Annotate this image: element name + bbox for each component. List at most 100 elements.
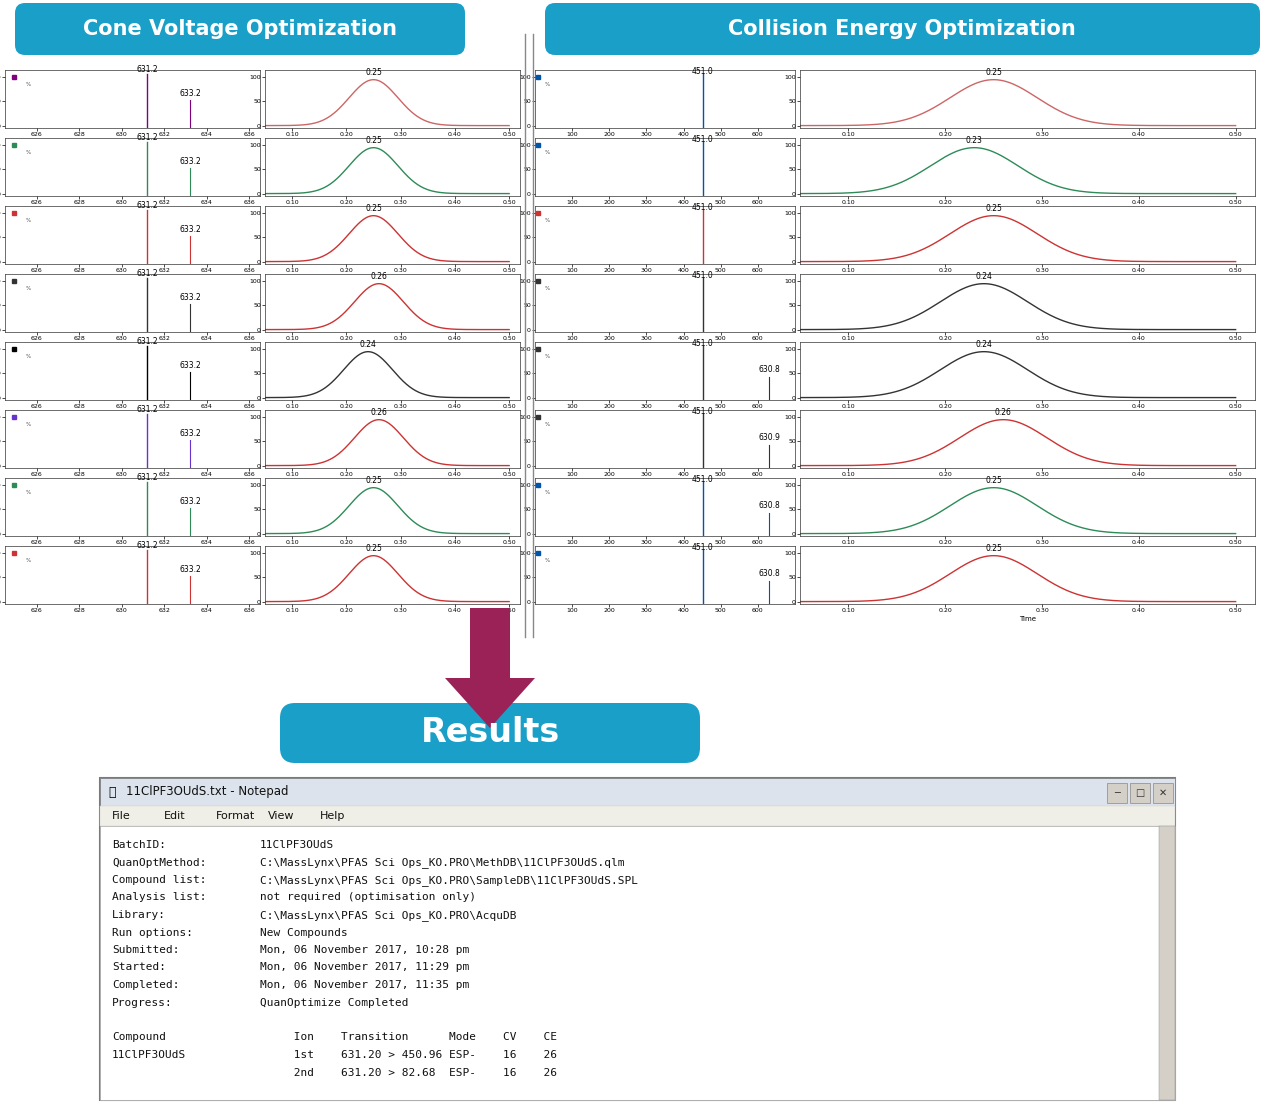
- Text: Mon, 06 November 2017, 10:28 pm: Mon, 06 November 2017, 10:28 pm: [260, 945, 470, 955]
- Text: 0.25: 0.25: [986, 205, 1002, 214]
- FancyBboxPatch shape: [15, 3, 465, 55]
- FancyBboxPatch shape: [100, 826, 1175, 1100]
- FancyBboxPatch shape: [1158, 826, 1175, 1100]
- Text: 633.2: 633.2: [179, 360, 201, 370]
- FancyBboxPatch shape: [100, 806, 1175, 826]
- Text: 0.25: 0.25: [365, 136, 381, 145]
- Text: 11ClPF3OUdS: 11ClPF3OUdS: [113, 1050, 187, 1060]
- Text: m/z: m/z: [282, 597, 293, 601]
- Text: %: %: [27, 354, 32, 359]
- Text: m/z: m/z: [282, 257, 293, 262]
- Text: 631.2: 631.2: [137, 133, 159, 142]
- Text: 630.9: 630.9: [758, 434, 781, 443]
- Text: 631.2: 631.2: [137, 337, 159, 345]
- Text: m/z: m/z: [806, 189, 818, 193]
- FancyBboxPatch shape: [280, 703, 700, 762]
- Text: %: %: [27, 421, 32, 427]
- Text: 633.2: 633.2: [179, 565, 201, 574]
- Text: QuanOptMethod:: QuanOptMethod:: [113, 858, 206, 868]
- FancyBboxPatch shape: [1153, 783, 1172, 803]
- Text: Collision Energy Optimization: Collision Energy Optimization: [728, 19, 1076, 39]
- Text: 631.2: 631.2: [137, 405, 159, 414]
- Text: 0.26: 0.26: [370, 273, 388, 282]
- Text: %: %: [27, 150, 32, 155]
- Text: Compound list:: Compound list:: [113, 875, 206, 885]
- Text: □: □: [1135, 788, 1144, 798]
- Text: Compound: Compound: [113, 1033, 166, 1042]
- Text: 631.2: 631.2: [137, 541, 159, 550]
- Text: 451.0: 451.0: [691, 475, 713, 484]
- Text: QuanOptimize Completed: QuanOptimize Completed: [260, 997, 408, 1007]
- Text: 451.0: 451.0: [691, 543, 713, 552]
- Text: C:\MassLynx\PFAS Sci Ops_KO.PRO\SampleDB\11ClPF3OUdS.SPL: C:\MassLynx\PFAS Sci Ops_KO.PRO\SampleDB…: [260, 875, 637, 885]
- Text: m/z: m/z: [806, 257, 818, 262]
- Text: Results: Results: [420, 717, 559, 749]
- Text: %: %: [27, 82, 32, 87]
- Text: 451.0: 451.0: [691, 203, 713, 212]
- Text: New Compounds: New Compounds: [260, 928, 348, 938]
- Text: View: View: [268, 811, 294, 821]
- Text: 0.23: 0.23: [966, 136, 983, 145]
- Text: m/z: m/z: [282, 189, 293, 193]
- Text: %: %: [27, 286, 32, 291]
- Text: ✕: ✕: [1158, 788, 1167, 798]
- Text: 451.0: 451.0: [691, 67, 713, 76]
- FancyBboxPatch shape: [545, 3, 1260, 55]
- FancyBboxPatch shape: [1107, 783, 1126, 803]
- Text: Progress:: Progress:: [113, 997, 173, 1007]
- Text: 📄: 📄: [108, 786, 115, 798]
- Text: %: %: [27, 490, 32, 495]
- Text: %: %: [544, 490, 549, 495]
- Text: Started:: Started:: [113, 963, 166, 973]
- Text: 451.0: 451.0: [691, 135, 713, 144]
- Text: 631.2: 631.2: [137, 65, 159, 74]
- Text: Format: Format: [216, 811, 255, 821]
- Text: 0.24: 0.24: [975, 340, 992, 349]
- Text: 0.25: 0.25: [365, 68, 381, 77]
- Text: 2nd    631.20 > 82.68  ESP-    16    26: 2nd 631.20 > 82.68 ESP- 16 26: [260, 1068, 557, 1078]
- Text: Run options:: Run options:: [113, 928, 193, 938]
- Text: 633.2: 633.2: [179, 225, 201, 234]
- Text: Mon, 06 November 2017, 11:29 pm: Mon, 06 November 2017, 11:29 pm: [260, 963, 470, 973]
- Text: Mon, 06 November 2017, 11:35 pm: Mon, 06 November 2017, 11:35 pm: [260, 980, 470, 991]
- Text: 633.2: 633.2: [179, 496, 201, 505]
- Text: Ion    Transition      Mode    CV    CE: Ion Transition Mode CV CE: [260, 1033, 557, 1042]
- Text: m/z: m/z: [806, 461, 818, 465]
- Text: m/z: m/z: [282, 529, 293, 533]
- FancyBboxPatch shape: [100, 778, 1175, 1100]
- X-axis label: Time: Time: [1019, 616, 1036, 622]
- FancyBboxPatch shape: [100, 778, 1175, 806]
- Text: m/z: m/z: [806, 392, 818, 398]
- Text: 11ClPF3OUdS: 11ClPF3OUdS: [260, 840, 334, 850]
- Text: Cone Voltage Optimization: Cone Voltage Optimization: [83, 19, 397, 39]
- Text: 451.0: 451.0: [691, 407, 713, 416]
- Text: Edit: Edit: [164, 811, 186, 821]
- Text: m/z: m/z: [806, 597, 818, 601]
- Text: %: %: [544, 150, 549, 155]
- Text: ─: ─: [1114, 788, 1120, 798]
- Text: %: %: [27, 558, 32, 563]
- Text: 633.2: 633.2: [179, 157, 201, 165]
- Text: Completed:: Completed:: [113, 980, 179, 991]
- Text: %: %: [544, 421, 549, 427]
- Text: 633.2: 633.2: [179, 428, 201, 437]
- Text: BatchID:: BatchID:: [113, 840, 166, 850]
- Text: C:\MassLynx\PFAS Sci Ops_KO.PRO\AcquDB: C:\MassLynx\PFAS Sci Ops_KO.PRO\AcquDB: [260, 910, 517, 921]
- Text: Help: Help: [320, 811, 346, 821]
- Text: 630.8: 630.8: [759, 366, 781, 375]
- Polygon shape: [445, 608, 535, 728]
- Text: %: %: [544, 82, 549, 87]
- Text: m/z: m/z: [282, 461, 293, 465]
- Text: 631.2: 631.2: [137, 473, 159, 482]
- Text: 0.25: 0.25: [365, 205, 381, 214]
- Text: 0.26: 0.26: [370, 408, 388, 417]
- Text: m/z: m/z: [806, 529, 818, 533]
- Text: 0.25: 0.25: [365, 544, 381, 553]
- Text: 451.0: 451.0: [691, 339, 713, 349]
- Text: %: %: [27, 218, 32, 222]
- Text: %: %: [544, 286, 549, 291]
- Text: m/z: m/z: [282, 324, 293, 330]
- Text: 633.2: 633.2: [179, 88, 201, 97]
- Text: Library:: Library:: [113, 910, 166, 920]
- Text: C:\MassLynx\PFAS Sci Ops_KO.PRO\MethDB\11ClPF3OUdS.qlm: C:\MassLynx\PFAS Sci Ops_KO.PRO\MethDB\1…: [260, 858, 625, 869]
